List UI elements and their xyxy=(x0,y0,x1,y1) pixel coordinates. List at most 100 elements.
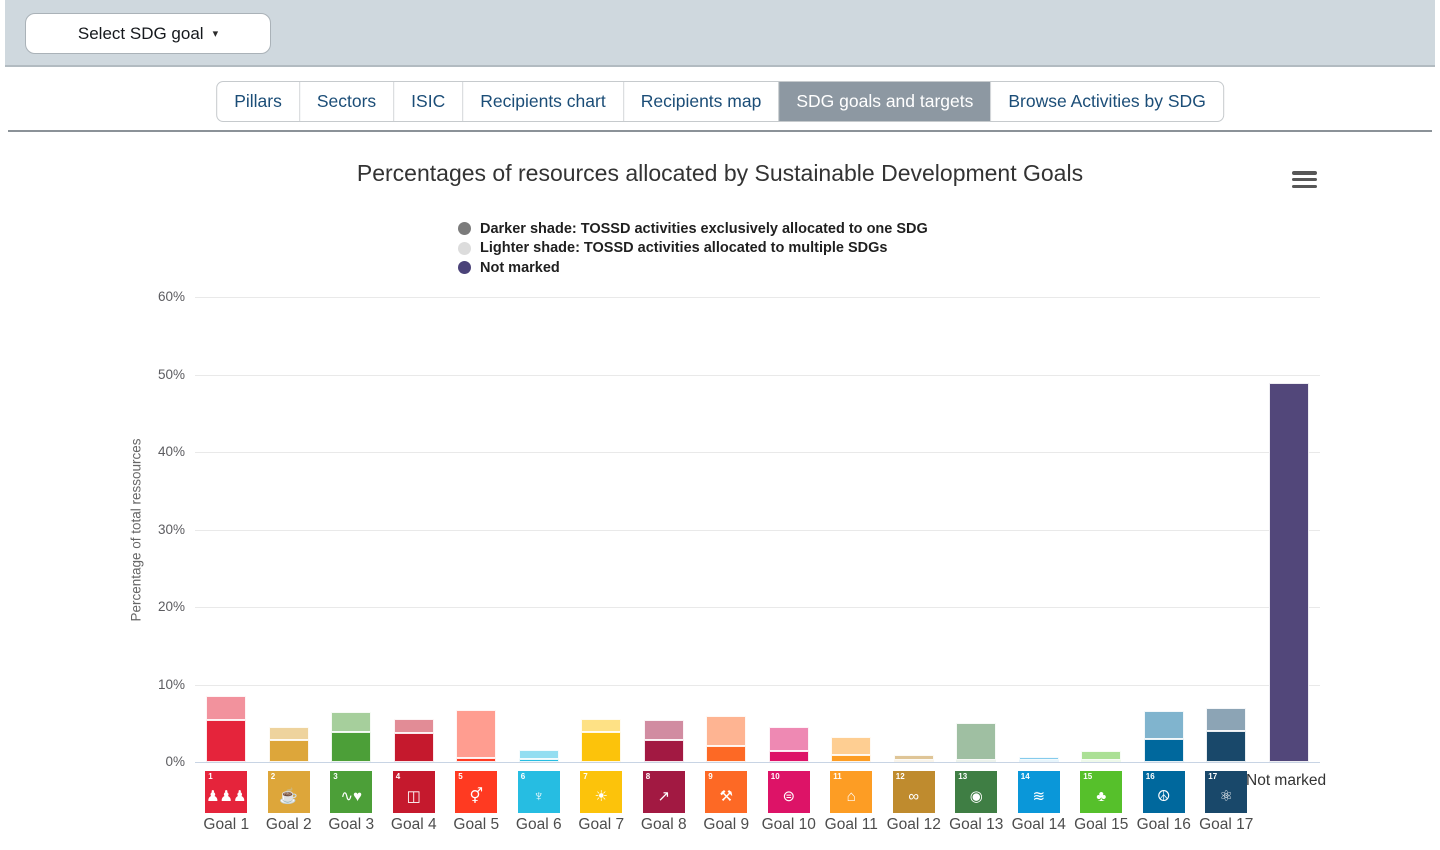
bar-goal-4-lighter[interactable] xyxy=(393,719,434,734)
x-axis-label-goal-5: Goal 5 xyxy=(453,816,500,833)
sdg-goal-12-icon: 12 ∞ xyxy=(892,771,935,813)
bar-goal-10-lighter[interactable] xyxy=(768,727,809,752)
legend-item-1[interactable]: Lighter shade: TOSSD activities allocate… xyxy=(458,239,928,259)
select-sdg-goal-dropdown[interactable]: Select SDG goal ▾ xyxy=(25,13,271,54)
x-axis-label-not-marked: Not marked xyxy=(1246,772,1327,789)
tab-sdg-goals-and-targets[interactable]: SDG goals and targets xyxy=(778,82,991,121)
tab-sectors[interactable]: Sectors xyxy=(298,82,393,121)
sdg-goal-2-icon: 2 ☕ xyxy=(267,771,310,813)
bar-goal-8-darker[interactable] xyxy=(643,740,684,762)
divider xyxy=(8,130,1432,132)
sdg-goal-17-icon: 17 ⚛ xyxy=(1205,771,1248,813)
x-axis-label-goal-1: Goal 1 xyxy=(203,816,250,833)
bar-goal-11-darker[interactable] xyxy=(831,755,872,762)
bar-goal-5-lighter[interactable] xyxy=(456,710,497,759)
bar-goal-7-lighter[interactable] xyxy=(581,719,622,732)
bar-goal-9-darker[interactable] xyxy=(706,745,747,762)
x-axis-label-goal-7: Goal 7 xyxy=(578,816,625,833)
bar-goal-10-darker[interactable] xyxy=(768,751,809,762)
sdg-goal-number: 10 xyxy=(770,772,780,781)
sdg-goal-16-icon: 16 ☮ xyxy=(1142,771,1185,813)
x-axis-label-goal-2: Goal 2 xyxy=(265,816,312,833)
sdg-goal-number: 2 xyxy=(270,772,276,781)
sdg-goal-number: 12 xyxy=(895,772,905,781)
legend-label: Not marked xyxy=(480,259,560,276)
legend-item-0[interactable]: Darker shade: TOSSD activities exclusive… xyxy=(458,219,928,239)
bar-goal-3-darker[interactable] xyxy=(331,731,372,762)
legend-marker-icon xyxy=(458,222,471,236)
sdg-pictogram-icon: ≋ xyxy=(1032,788,1046,805)
bar-goal-14-lighter[interactable] xyxy=(1018,756,1059,761)
legend-marker-icon xyxy=(458,241,471,255)
bar-goal-1-lighter[interactable] xyxy=(206,696,247,721)
bar-goal-17-lighter[interactable] xyxy=(1206,707,1247,731)
tab-recipients-chart[interactable]: Recipients chart xyxy=(462,82,622,121)
sdg-goal-number: 5 xyxy=(458,772,463,781)
bar-goal-16-darker[interactable] xyxy=(1143,738,1184,762)
bar-goal-17-darker[interactable] xyxy=(1206,731,1247,762)
sdg-goal-14-icon: 14 ≋ xyxy=(1017,771,1060,813)
legend-item-2[interactable]: Not marked xyxy=(458,258,928,278)
sdg-pictogram-icon: ♆ xyxy=(533,788,545,805)
y-axis-tick-label: 30% xyxy=(157,521,185,537)
bar-goal-14-darker[interactable] xyxy=(1018,760,1059,763)
bar-goal-6-lighter[interactable] xyxy=(518,750,559,759)
tab-recipients-map[interactable]: Recipients map xyxy=(622,82,779,121)
gridline-20% xyxy=(195,607,1320,608)
bar-goal-9-lighter[interactable] xyxy=(706,715,747,746)
sdg-goal-6-icon: 6 ♆ xyxy=(517,771,560,813)
sdg-goal-number: 6 xyxy=(520,772,526,781)
sdg-pictogram-icon: ∞ xyxy=(908,788,920,805)
sdg-goal-7-icon: 7 ☀ xyxy=(580,771,623,813)
bar-goal-12-lighter[interactable] xyxy=(893,755,934,761)
bar-goal-3-lighter[interactable] xyxy=(331,711,372,732)
sdg-goal-9-icon: 9 ⚒ xyxy=(705,771,748,813)
chart-legend: Darker shade: TOSSD activities exclusive… xyxy=(458,219,928,278)
bar-goal-1-darker[interactable] xyxy=(206,720,247,762)
x-axis-label-goal-10: Goal 10 xyxy=(761,816,816,833)
top-toolbar: Select SDG goal ▾ xyxy=(5,0,1435,67)
sdg-goal-1-icon: 1 ♟♟♟ xyxy=(205,771,248,813)
bar-not-marked[interactable] xyxy=(1268,383,1309,762)
sdg-pictogram-icon: ☮ xyxy=(1157,788,1171,805)
sdg-goal-number: 1 xyxy=(208,772,213,781)
sdg-goal-3-icon: 3 ∿♥ xyxy=(330,771,373,813)
bar-goal-11-lighter[interactable] xyxy=(831,737,872,755)
tab-pillars[interactable]: Pillars xyxy=(234,91,282,111)
bar-goal-7-darker[interactable] xyxy=(581,731,622,762)
sdg-goal-13-icon: 13 ◉ xyxy=(955,771,998,813)
bar-goal-4-darker[interactable] xyxy=(393,733,434,762)
bar-goal-2-darker[interactable] xyxy=(268,740,309,762)
sdg-goal-number: 13 xyxy=(958,772,968,781)
sdg-pictogram-icon: ◉ xyxy=(969,788,983,805)
chart-title: Percentages of resources allocated by Su… xyxy=(356,160,1084,186)
bar-goal-15-lighter[interactable] xyxy=(1081,751,1122,760)
sdg-pictogram-icon: ↗ xyxy=(657,788,671,805)
bar-goal-5-darker[interactable] xyxy=(456,758,497,762)
bar-goal-16-lighter[interactable] xyxy=(1143,710,1184,739)
sdg-pictogram-icon: ◫ xyxy=(406,788,421,805)
sdg-goal-15-icon: 15 ♣ xyxy=(1080,771,1123,813)
sdg-pictogram-icon: ⚥ xyxy=(469,788,484,805)
x-axis-label-goal-12: Goal 12 xyxy=(886,816,941,833)
bar-goal-12-darker[interactable] xyxy=(893,760,934,763)
bar-goal-6-darker[interactable] xyxy=(518,758,559,762)
tab-isic[interactable]: ISIC xyxy=(393,82,462,121)
chart-context-menu-icon[interactable] xyxy=(1292,171,1317,188)
bar-goal-15-darker[interactable] xyxy=(1081,759,1122,762)
tab-group: Pillars Sectors ISIC Recipients chart Recipi… xyxy=(216,81,1224,122)
sdg-goal-number: 4 xyxy=(395,772,401,781)
sdg-goal-4-icon: 4 ◫ xyxy=(392,771,435,813)
legend-marker-icon xyxy=(458,261,471,275)
tab-browse-activities-by-sdg[interactable]: Browse Activities by SDG xyxy=(990,82,1222,121)
bar-goal-2-lighter[interactable] xyxy=(268,727,309,741)
x-axis-label-goal-9: Goal 9 xyxy=(703,816,750,833)
bar-goal-13-darker[interactable] xyxy=(956,759,997,762)
sdg-goal-number: 17 xyxy=(1208,772,1218,781)
bar-goal-13-lighter[interactable] xyxy=(956,723,997,760)
gridline-50% xyxy=(195,374,1320,376)
bar-goal-8-lighter[interactable] xyxy=(643,720,684,741)
sdg-goal-number: 15 xyxy=(1083,772,1093,781)
y-axis-tick-label: 40% xyxy=(157,444,185,459)
